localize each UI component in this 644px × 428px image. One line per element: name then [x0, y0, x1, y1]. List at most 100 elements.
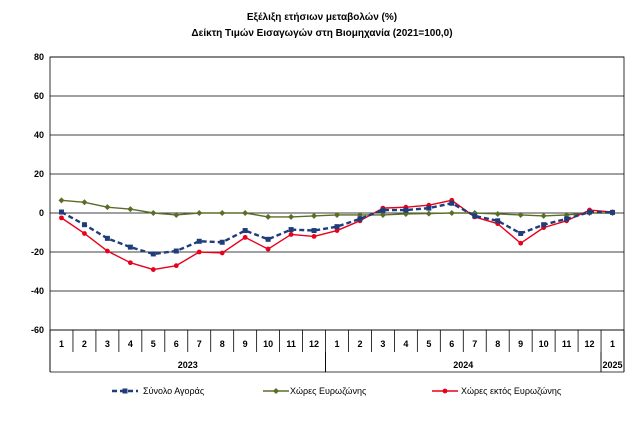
data-point: [426, 205, 432, 211]
data-point: [403, 207, 409, 213]
x-tick-label: 5: [151, 339, 156, 349]
chart-title: Εξέλιξη ετήσιων μεταβολών (%): [247, 12, 397, 23]
x-tick-label: 7: [472, 339, 477, 349]
data-point: [494, 210, 501, 217]
data-point: [219, 210, 226, 216]
data-point: [265, 236, 271, 242]
y-tick-label: -40: [31, 286, 44, 296]
data-point: [219, 239, 225, 245]
data-point: [311, 212, 318, 219]
data-point: [334, 228, 340, 233]
data-point: [196, 249, 202, 255]
x-tick-label: 9: [518, 339, 523, 349]
data-point: [173, 248, 179, 254]
x-tick-label: 1: [334, 339, 339, 349]
data-point: [610, 209, 616, 215]
x-tick-label: 4: [403, 339, 408, 349]
x-tick-label: 8: [495, 339, 500, 349]
data-point: [495, 218, 501, 224]
data-point: [127, 206, 134, 213]
data-point: [104, 235, 110, 241]
x-tick-label: 5: [426, 339, 431, 349]
data-point: [587, 209, 593, 215]
data-point: [105, 248, 110, 254]
data-point: [81, 222, 87, 228]
data-point: [379, 211, 386, 218]
x-tick-label: 1: [59, 339, 64, 349]
data-point: [518, 240, 524, 246]
x-tick-label: 8: [220, 339, 225, 349]
data-point: [196, 210, 203, 216]
legend-marker: [273, 388, 279, 394]
data-point: [196, 238, 202, 244]
data-point: [58, 209, 64, 215]
series-line: [61, 199, 613, 271]
x-tick-label: 6: [174, 339, 179, 349]
data-point: [82, 231, 87, 236]
y-tick-label: 40: [34, 130, 44, 140]
x-tick-label: 11: [562, 339, 572, 349]
data-point: [58, 197, 65, 204]
data-point: [540, 212, 547, 219]
x-tick-label: 10: [539, 339, 549, 349]
x-tick-label: 11: [286, 339, 296, 349]
plot-border: [49, 56, 625, 331]
year-label: 2023: [178, 360, 198, 370]
data-point: [150, 267, 156, 272]
data-point: [288, 227, 294, 233]
x-tick-label: 12: [309, 339, 319, 349]
data-point: [127, 260, 133, 266]
legend-marker: [442, 388, 448, 394]
data-point: [472, 213, 478, 219]
chart-subtitle: Δείκτη Τιμών Εισαγωγών στη Βιομηχανία (2…: [191, 28, 452, 39]
legend-label: Χώρες Ευρωζώνης: [290, 386, 367, 396]
x-tick-label: 4: [128, 339, 133, 349]
data-point: [265, 246, 271, 252]
data-point: [242, 228, 248, 234]
data-point: [59, 215, 64, 221]
y-tick-label: -20: [31, 247, 44, 257]
data-point: [380, 207, 386, 213]
data-point: [334, 224, 340, 230]
data-point: [357, 216, 363, 222]
legend-label: Χώρες εκτός Ευρωζώνης: [461, 386, 562, 396]
y-tick-label: 60: [34, 91, 44, 101]
legend: Σύνολο Αγοράς Χώρες Ευρωζώνης Χώρες εκτός …: [112, 386, 562, 396]
data-point: [448, 210, 455, 216]
y-tick-label: 0: [39, 208, 44, 218]
year-label: 2024: [453, 360, 473, 370]
data-point: [517, 211, 524, 218]
data-point: [564, 216, 570, 222]
x-tick-label: 2: [357, 339, 362, 349]
data-point: [518, 230, 524, 236]
data-point: [173, 263, 179, 269]
y-tick-label: -60: [31, 325, 44, 335]
data-point: [288, 213, 295, 220]
x-tick-label: 9: [243, 339, 248, 349]
x-tick-label: 3: [105, 339, 110, 349]
legend-label: Σύνολο Αγοράς: [143, 386, 205, 396]
y-tick-label: 80: [34, 52, 44, 62]
x-tick-label: 7: [197, 339, 202, 349]
data-point: [242, 210, 249, 216]
data-point: [219, 250, 225, 256]
data-point: [541, 222, 547, 228]
data-point: [150, 251, 156, 257]
x-tick-label: 1: [610, 339, 615, 349]
data-point: [81, 199, 88, 206]
x-tick-label: 2: [82, 339, 87, 349]
data-point: [311, 228, 317, 234]
data-point: [425, 210, 432, 217]
data-point: [127, 244, 133, 250]
data-point: [311, 234, 317, 239]
data-point: [288, 232, 294, 237]
legend-marker: [122, 388, 128, 394]
data-point: [334, 211, 340, 218]
year-label: 2025: [603, 360, 623, 370]
data-point: [150, 210, 157, 216]
data-point: [449, 200, 455, 206]
data-point: [242, 234, 248, 240]
x-tick-label: 10: [263, 339, 273, 349]
